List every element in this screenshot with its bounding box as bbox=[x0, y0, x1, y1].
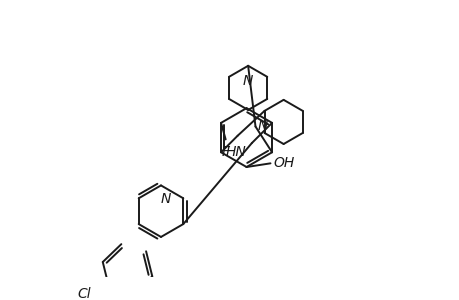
Text: HN: HN bbox=[225, 145, 246, 159]
Text: N: N bbox=[257, 119, 267, 133]
Text: N: N bbox=[160, 192, 170, 206]
Text: Cl: Cl bbox=[77, 287, 90, 300]
Text: N: N bbox=[242, 74, 253, 88]
Text: OH: OH bbox=[273, 156, 294, 170]
Text: F: F bbox=[221, 145, 229, 159]
